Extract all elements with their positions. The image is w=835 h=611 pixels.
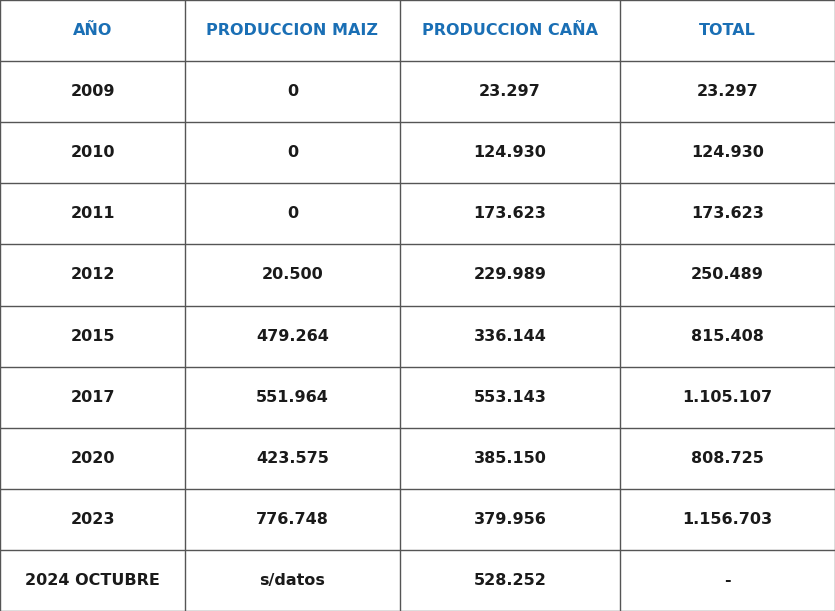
Text: 0: 0 [287, 207, 298, 221]
Text: 2011: 2011 [70, 207, 114, 221]
Text: 379.956: 379.956 [473, 512, 546, 527]
Text: 124.930: 124.930 [473, 145, 546, 160]
Text: 336.144: 336.144 [473, 329, 546, 343]
Text: 1.105.107: 1.105.107 [682, 390, 772, 404]
Text: 23.297: 23.297 [696, 84, 758, 99]
Text: PRODUCCION CAÑA: PRODUCCION CAÑA [422, 23, 598, 38]
Text: 23.297: 23.297 [479, 84, 541, 99]
Text: 2024 OCTUBRE: 2024 OCTUBRE [25, 573, 160, 588]
Text: 551.964: 551.964 [256, 390, 329, 404]
Text: 173.623: 173.623 [691, 207, 764, 221]
Text: PRODUCCION MAIZ: PRODUCCION MAIZ [206, 23, 378, 38]
Text: 553.143: 553.143 [473, 390, 546, 404]
Text: s/datos: s/datos [260, 573, 326, 588]
Text: 2012: 2012 [70, 268, 114, 282]
Text: 2010: 2010 [70, 145, 114, 160]
Text: 423.575: 423.575 [256, 451, 329, 466]
Text: 2020: 2020 [70, 451, 114, 466]
Text: 124.930: 124.930 [691, 145, 764, 160]
Text: 479.264: 479.264 [256, 329, 329, 343]
Text: -: - [724, 573, 731, 588]
Text: 250.489: 250.489 [691, 268, 764, 282]
Text: 229.989: 229.989 [473, 268, 546, 282]
Text: 2023: 2023 [70, 512, 114, 527]
Text: AÑO: AÑO [73, 23, 112, 38]
Text: 0: 0 [287, 145, 298, 160]
Text: 20.500: 20.500 [261, 268, 323, 282]
Text: 2017: 2017 [70, 390, 114, 404]
Text: 2015: 2015 [70, 329, 114, 343]
Text: 808.725: 808.725 [691, 451, 764, 466]
Text: 528.252: 528.252 [473, 573, 546, 588]
Text: 2009: 2009 [70, 84, 114, 99]
Text: 173.623: 173.623 [473, 207, 546, 221]
Text: 815.408: 815.408 [691, 329, 764, 343]
Text: 385.150: 385.150 [473, 451, 546, 466]
Text: 0: 0 [287, 84, 298, 99]
Text: 776.748: 776.748 [256, 512, 329, 527]
Text: TOTAL: TOTAL [699, 23, 756, 38]
Text: 1.156.703: 1.156.703 [682, 512, 772, 527]
